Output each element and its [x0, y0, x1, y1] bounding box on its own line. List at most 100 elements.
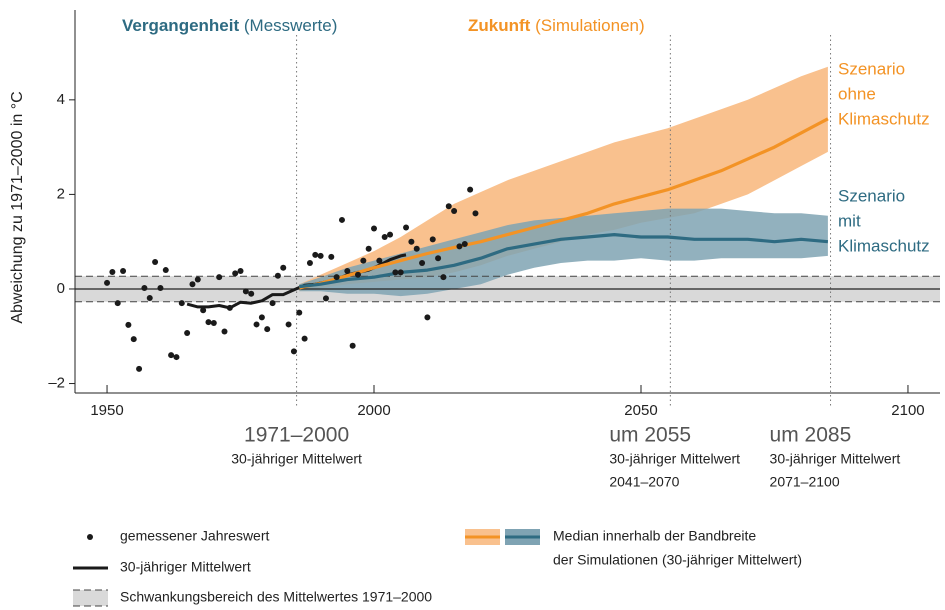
data-point	[141, 285, 148, 292]
legend-band	[73, 590, 108, 606]
scenario-label: mit	[838, 211, 861, 230]
simulation-band	[299, 208, 828, 297]
data-point	[349, 342, 356, 349]
median-line	[298, 117, 829, 290]
data-point	[338, 216, 345, 223]
period-sublabel: 30-jähriger Mittelwert	[609, 451, 740, 467]
data-point	[461, 241, 468, 248]
data-point	[264, 326, 271, 333]
y-tick-label: 2	[57, 185, 65, 202]
data-point	[365, 245, 372, 252]
header-bold: Zukunft	[468, 16, 531, 35]
y-tick-label: 0	[57, 280, 65, 297]
y-tick-label: 4	[57, 91, 65, 108]
period-label: 1971–2000	[244, 424, 349, 447]
legend-label: 30-jähriger Mittelwert	[120, 559, 251, 575]
data-point	[445, 203, 452, 210]
simulation-band	[299, 66, 828, 292]
data-point	[403, 224, 410, 231]
data-point	[232, 270, 239, 277]
legend-label: der Simulationen (30-jähriger Mittelwert…	[553, 552, 802, 568]
data-point	[178, 300, 185, 307]
data-point	[467, 186, 474, 193]
data-point	[210, 320, 217, 327]
scenario-label: Klimaschutz	[838, 236, 930, 255]
x-tick-label: 2050	[624, 402, 657, 419]
data-point	[317, 252, 324, 259]
data-point	[226, 304, 233, 311]
data-point	[157, 285, 164, 292]
data-point	[413, 245, 420, 252]
data-point	[290, 348, 297, 355]
x-tick-label: 1950	[90, 402, 123, 419]
data-point	[408, 238, 415, 245]
data-point	[333, 274, 340, 281]
data-point	[152, 259, 159, 266]
legend-label: gemessener Jahreswert	[120, 528, 270, 544]
data-point	[312, 251, 319, 258]
header-bold: Vergangenheit	[122, 16, 239, 35]
data-point	[424, 314, 431, 321]
legend-label: Median innerhalb der Bandbreite	[553, 528, 756, 544]
data-point	[194, 276, 201, 283]
data-point	[456, 243, 463, 250]
scenario-label: ohne	[838, 84, 876, 103]
data-point	[205, 319, 212, 326]
data-point	[242, 288, 249, 295]
data-point	[328, 253, 335, 260]
data-point	[435, 255, 442, 262]
data-point	[269, 300, 276, 307]
header: Zukunft (Simulationen)	[468, 16, 645, 35]
data-point	[392, 269, 399, 276]
data-point	[136, 365, 143, 372]
data-point	[200, 307, 207, 314]
data-point	[274, 272, 281, 279]
data-point	[344, 268, 351, 275]
data-point	[237, 268, 244, 275]
data-point	[371, 225, 378, 232]
header: Vergangenheit (Messwerte)	[122, 16, 337, 35]
data-point	[162, 267, 169, 274]
data-point	[387, 231, 394, 238]
data-point	[381, 233, 388, 240]
median-line	[299, 233, 829, 289]
legend-dot	[87, 534, 93, 540]
data-point	[296, 309, 303, 316]
scenario-label: Klimaschutz	[838, 109, 930, 128]
data-point	[322, 295, 329, 302]
data-point	[451, 207, 458, 214]
data-point	[189, 281, 196, 288]
data-point	[248, 290, 255, 297]
data-point	[360, 257, 367, 264]
y-axis-label: Abweichung zu 1971–2000 in °C	[9, 91, 26, 323]
header-rest: (Simulationen)	[535, 16, 645, 35]
period-sublabel: 2071–2100	[770, 474, 840, 490]
data-point	[258, 314, 265, 321]
data-point	[440, 274, 447, 281]
data-point	[216, 274, 223, 281]
data-point	[280, 264, 287, 271]
period-label: um 2055	[609, 424, 691, 447]
data-point	[130, 336, 137, 343]
data-point	[429, 236, 436, 243]
scenario-label: Szenario	[838, 186, 905, 205]
period-sublabel: 30-jähriger Mittelwert	[231, 451, 362, 467]
header-rest: (Messwerte)	[244, 16, 338, 35]
data-point	[301, 335, 308, 342]
data-point	[354, 271, 361, 278]
legend-label: Schwankungsbereich des Mittelwertes 1971…	[120, 589, 432, 605]
data-point	[253, 321, 260, 328]
period-sublabel: 30-jähriger Mittelwert	[770, 451, 901, 467]
data-point	[109, 268, 116, 275]
data-point	[125, 321, 132, 328]
data-point	[173, 354, 180, 361]
y-tick-label: –2	[48, 375, 65, 392]
period-sublabel: 2041–2070	[609, 474, 679, 490]
period-label: um 2085	[770, 424, 852, 447]
data-point	[397, 269, 404, 276]
data-point	[184, 329, 191, 336]
x-tick-label: 2000	[357, 402, 390, 419]
data-point	[306, 259, 313, 266]
data-point	[120, 268, 127, 275]
